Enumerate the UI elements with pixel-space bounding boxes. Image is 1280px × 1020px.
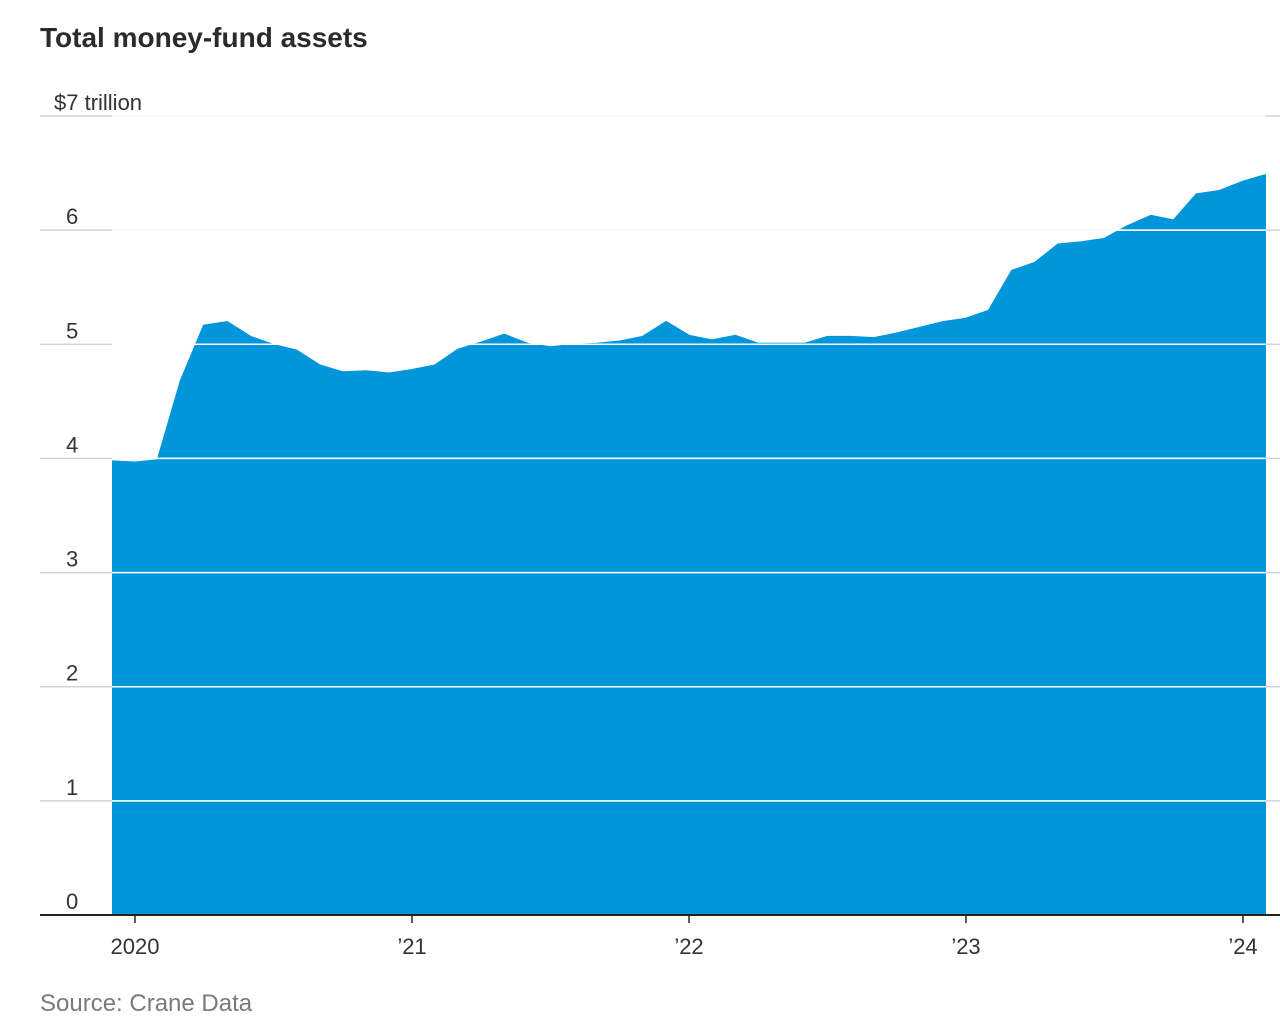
gridlines — [40, 115, 1280, 916]
money-fund-assets-area — [112, 175, 1266, 915]
y-tick-label: 3 — [66, 547, 78, 572]
y-tick-label: 5 — [66, 318, 78, 343]
x-tick-label: ’21 — [397, 934, 426, 959]
chart-canvas: 0 1 2 3 4 5 6 $7 trillion 2020 ’21 ’22 ’23 ’24 — [40, 90, 1280, 959]
x-tick-label: ’23 — [951, 934, 980, 959]
x-tick-label: ’22 — [674, 934, 703, 959]
source-note: Source: Crane Data — [40, 990, 253, 1017]
chart-title: Total money-fund assets — [40, 22, 368, 53]
x-tick-label: ’24 — [1228, 934, 1257, 959]
y-tick-label: $7 trillion — [54, 90, 142, 115]
area-layer — [111, 173, 1267, 915]
y-tick-label: 1 — [66, 775, 78, 800]
y-tick-label: 4 — [66, 432, 78, 457]
x-axis: 2020 ’21 ’22 ’23 ’24 — [111, 915, 1258, 959]
y-tick-labels: 0 1 2 3 4 5 6 $7 trillion — [54, 90, 142, 914]
x-tick-label: 2020 — [111, 934, 160, 959]
y-tick-label: 2 — [66, 661, 78, 686]
y-tick-label: 0 — [66, 889, 78, 914]
y-tick-label: 6 — [66, 204, 78, 229]
money-fund-assets-line — [111, 173, 1267, 465]
